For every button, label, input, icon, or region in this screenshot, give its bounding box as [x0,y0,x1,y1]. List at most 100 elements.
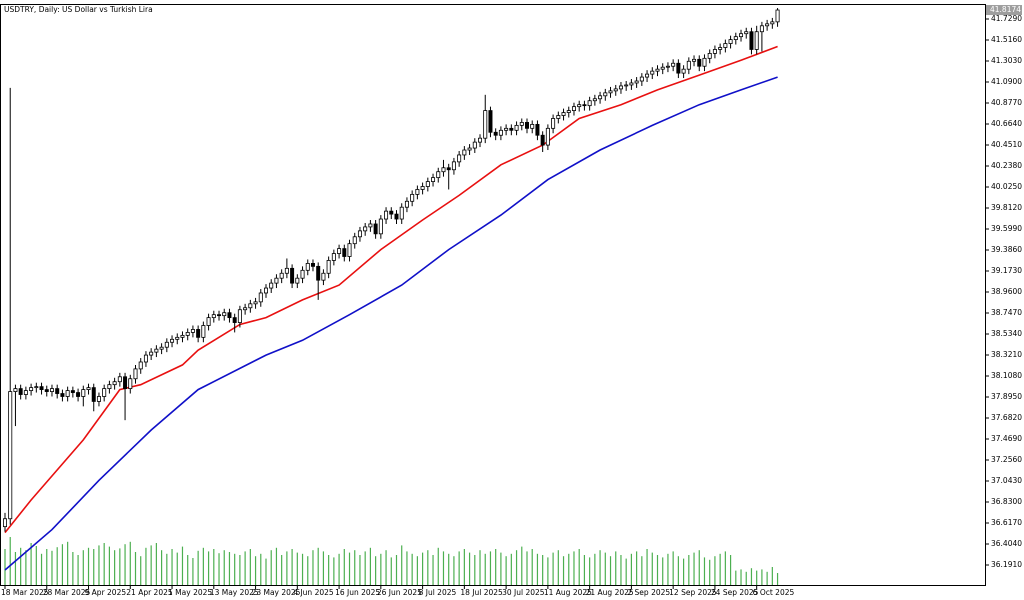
candle-body [530,123,535,129]
candle-body [211,314,216,319]
candle-body [65,390,70,397]
candle-body [70,390,75,393]
candle-body [472,141,477,149]
candle-body [556,115,561,119]
candle-body [310,263,315,267]
x-tick-label: 11 Aug 2025 [544,588,592,597]
candle-body [352,236,357,245]
candle-body [650,70,655,75]
y-tick-label: 36.6170 [991,518,1022,527]
candle-body [258,292,263,303]
candle-body [571,106,576,111]
candle-body [159,346,164,350]
x-tick-label: 6 Oct 2025 [753,588,795,597]
candle-body [733,36,738,41]
candle-body [498,129,503,136]
candle-body [284,267,289,274]
candle-body [697,58,702,67]
candle-body [373,223,378,235]
candle-body [504,127,509,131]
candle-body [55,388,60,394]
candle-body [598,95,603,100]
candle-body [175,336,180,340]
candle-body [274,277,279,284]
candle-body [525,122,530,129]
candle-body [300,269,305,279]
y-tick-label: 41.7290 [991,14,1022,23]
candle-body [347,243,352,257]
candle-body [702,57,707,67]
candle-body [676,62,681,74]
candle-body [613,88,618,92]
candle-body [305,263,310,271]
candle-body [326,260,331,274]
candle-body [295,277,300,284]
x-tick-label: 8 Jul 2025 [419,588,457,597]
candle-body [196,329,201,338]
y-tick-label: 40.4510 [991,140,1022,149]
y-tick-label: 39.5990 [991,224,1022,233]
candle-body [112,381,117,386]
x-tick-label: 24 Sep 2025 [711,588,759,597]
candle-body [23,390,28,395]
y-tick-label: 40.8770 [991,98,1022,107]
candle-body [60,393,65,397]
candle-body [378,218,383,235]
candle-body [389,210,394,215]
candle-body [384,210,389,220]
candle-body [561,112,566,116]
x-tick-label: 2 Sep 2025 [627,588,670,597]
candle-body [514,124,519,131]
candle-body [718,47,723,50]
x-tick-label: 13 May 2025 [210,588,259,597]
candle-body [3,518,8,528]
candle-body [462,149,467,156]
candle-body [467,147,472,151]
candle-body [331,253,336,261]
candle-body [441,167,446,173]
candle-body [608,90,613,94]
x-tick-label: 18 Jul 2025 [460,588,503,597]
candle-body [39,386,44,390]
candle-body [107,384,112,390]
y-tick-label: 36.8300 [991,497,1022,506]
candle-body [457,154,462,163]
candle-body [29,387,34,391]
x-tick-label: 9 Apr 2025 [85,588,127,597]
candle-body [488,110,493,133]
x-tick-label: 18 Mar 2025 [1,588,49,597]
candle-body [49,388,54,392]
x-tick-label: 4 Jun 2025 [293,588,334,597]
y-tick-label: 39.8120 [991,203,1022,212]
candle-body [744,31,749,35]
candle-body [545,127,550,146]
candle-body [765,23,770,27]
candle-body [232,317,237,323]
candle-body [754,31,759,50]
candle-body [81,389,86,397]
candle-body [170,338,175,343]
candle-body [206,317,211,326]
x-tick-label: 21 Apr 2025 [126,588,173,597]
y-tick-label: 38.1080 [991,371,1022,380]
y-tick-label: 38.7470 [991,308,1022,317]
y-tick-label: 37.4690 [991,434,1022,443]
x-tick-label: 30 Jul 2025 [502,588,545,597]
candle-body [180,334,185,338]
candle-body [577,104,582,108]
y-tick-label: 40.2380 [991,161,1022,170]
candle-body [681,68,686,74]
candle-body [190,329,195,333]
candle-body [263,287,268,294]
candle-body [217,314,222,317]
y-tick-label: 39.1730 [991,266,1022,275]
candle-body [665,65,670,68]
candle-body [269,282,274,289]
candle-body [660,66,665,70]
candle-body [692,58,697,62]
candle-body [185,332,190,336]
candle-body [624,84,629,87]
candle-body [645,73,650,78]
candle-body [686,60,691,70]
